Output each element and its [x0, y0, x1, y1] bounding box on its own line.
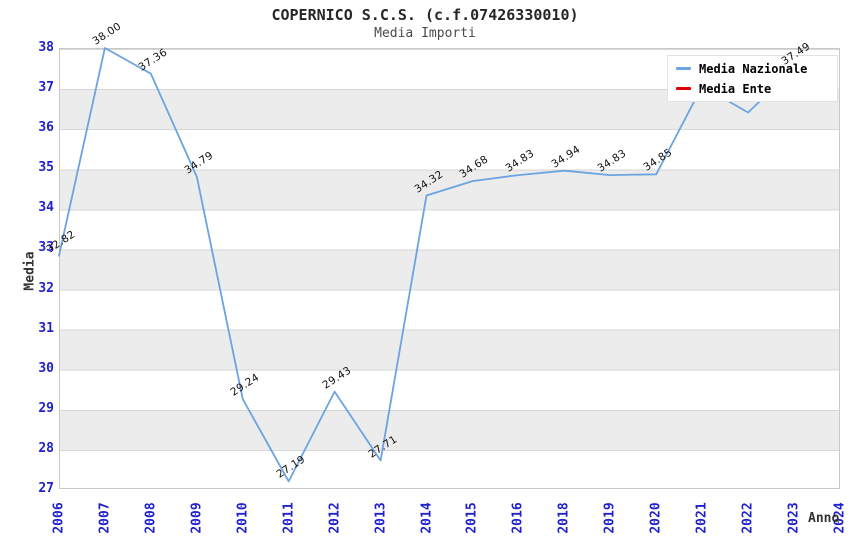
legend-row: Media Nazionale — [676, 62, 837, 76]
x-tick-label: 2010 — [235, 502, 251, 534]
y-tick-label: 28 — [38, 440, 54, 456]
y-tick-label: 29 — [38, 400, 54, 416]
y-tick-label: 33 — [38, 240, 54, 256]
y-axis-title: Media — [22, 251, 38, 291]
x-tick-label: 2007 — [97, 502, 113, 534]
x-tick-label: 2016 — [510, 502, 526, 534]
y-tick-label: 36 — [38, 120, 54, 136]
x-tick-label: 2014 — [419, 502, 435, 534]
x-tick-label: 2015 — [464, 502, 480, 534]
y-tick-label: 37 — [38, 80, 54, 96]
y-tick-label: 31 — [38, 320, 54, 336]
x-tick-label: 2009 — [189, 502, 205, 534]
legend-line-marker-icon — [676, 67, 691, 70]
x-tick-label: 2018 — [556, 502, 572, 534]
x-axis-title: Anno — [808, 511, 840, 526]
x-tick-label: 2021 — [694, 502, 710, 534]
chart-subtitle: Media Importi — [374, 26, 476, 41]
x-tick-label: 2022 — [740, 502, 756, 534]
legend-label: Media Nazionale — [699, 61, 808, 76]
y-tick-label: 38 — [38, 40, 54, 55]
x-tick-label: 2012 — [327, 502, 343, 534]
y-tick-label: 27 — [38, 481, 54, 496]
y-tick-label: 35 — [38, 160, 54, 176]
x-tick-label: 2008 — [143, 502, 159, 534]
x-tick-label: 2011 — [281, 502, 297, 534]
y-tick-label: 32 — [38, 280, 54, 296]
x-tick-label: 2006 — [51, 502, 67, 534]
x-tick-label: 2023 — [786, 502, 802, 534]
x-tick-label: 2020 — [648, 502, 664, 534]
chart-title: COPERNICO S.C.S. (c.f.07426330010) — [271, 6, 579, 24]
plot-area — [59, 48, 840, 489]
legend-line-marker-icon — [676, 87, 691, 90]
legend: Media Nazionale Media Ente — [667, 55, 838, 102]
legend-label: Media Ente — [699, 81, 772, 96]
x-tick-label: 2013 — [373, 502, 389, 534]
x-tick-label: 2019 — [602, 502, 618, 534]
legend-row: Media Ente — [676, 82, 837, 96]
y-tick-label: 34 — [38, 200, 54, 216]
y-tick-label: 30 — [38, 360, 54, 376]
